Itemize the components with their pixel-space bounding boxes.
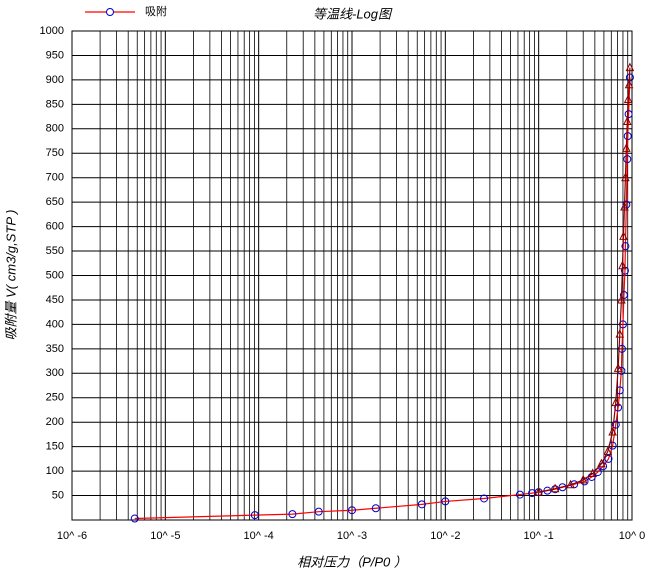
y-tick-label: 750 [46, 147, 64, 159]
data-point [618, 320, 627, 329]
x-tick-label: 10^ -3 [337, 530, 367, 542]
y-tick-label: 1000 [40, 25, 64, 37]
y-tick-label: 650 [46, 196, 64, 208]
chart-title: 等温线-Log图 [313, 6, 393, 21]
y-axis-label: 吸附量 V( cm3/g,STP ) [3, 210, 18, 341]
data-point [348, 506, 356, 515]
data-point [621, 242, 630, 251]
y-tick-label: 200 [46, 416, 64, 428]
data-point [588, 468, 598, 478]
data-point [515, 490, 524, 499]
data-point [619, 291, 628, 300]
data-point [288, 510, 297, 519]
x-tick-label: 10^ 0 [619, 530, 646, 542]
data-point [625, 62, 635, 72]
data-point [480, 494, 489, 503]
y-tick-label: 500 [46, 269, 64, 281]
series-line [538, 67, 631, 493]
y-tick-label: 100 [46, 465, 64, 477]
data-point [441, 497, 450, 506]
data-point [624, 79, 634, 89]
data-point [566, 479, 575, 489]
y-tick-label: 600 [46, 221, 64, 233]
data-point [620, 201, 629, 211]
data-point [611, 420, 620, 429]
data-point [623, 132, 632, 141]
y-tick-label: 550 [46, 245, 64, 257]
series-line [134, 77, 631, 520]
y-tick-label: 900 [46, 74, 64, 86]
y-tick-label: 350 [46, 343, 64, 355]
y-tick-label: 950 [46, 49, 64, 61]
data-point [622, 200, 631, 209]
legend-marker [106, 8, 114, 16]
data-point [613, 363, 623, 372]
data-point [314, 507, 323, 516]
y-tick-label: 250 [46, 392, 64, 404]
y-tick-label: 400 [46, 318, 64, 330]
data-point [623, 155, 632, 164]
data-point [618, 260, 627, 270]
data-point [250, 511, 259, 520]
data-point [608, 426, 617, 436]
data-point [622, 116, 632, 125]
data-point [417, 500, 426, 509]
data-point [617, 294, 626, 304]
y-tick-label: 700 [46, 172, 64, 184]
data-point [597, 458, 606, 468]
data-point [622, 143, 631, 152]
y-tick-label: 150 [46, 441, 64, 453]
data-point [604, 454, 613, 463]
y-tick-label: 850 [46, 98, 64, 110]
legend-label: 吸附 [145, 4, 167, 18]
plot-frame [71, 30, 633, 521]
data-point [617, 344, 626, 353]
data-point [623, 94, 633, 103]
y-tick-label: 450 [46, 294, 64, 306]
x-tick-label: 10^ -1 [524, 530, 554, 542]
x-tick-label: 10^ -4 [244, 530, 274, 542]
data-point [619, 231, 628, 240]
x-tick-label: 10^ -5 [150, 530, 180, 542]
data-point [621, 172, 630, 182]
data-point [615, 329, 625, 338]
data-point [624, 110, 633, 119]
data-point [130, 514, 139, 523]
data-point [611, 397, 621, 407]
data-point [578, 474, 588, 484]
x-axis-label: 相对压力（P/P0 ） [297, 554, 407, 569]
data-point [550, 483, 560, 493]
x-tick-label: 10^ -6 [57, 530, 87, 542]
y-tick-label: 800 [46, 123, 64, 135]
x-tick-label: 10^ -2 [430, 530, 460, 542]
data-point [603, 446, 613, 456]
data-point [371, 504, 380, 513]
y-tick-label: 50 [52, 489, 64, 501]
data-point [534, 487, 543, 496]
y-tick-label: 300 [46, 367, 64, 379]
